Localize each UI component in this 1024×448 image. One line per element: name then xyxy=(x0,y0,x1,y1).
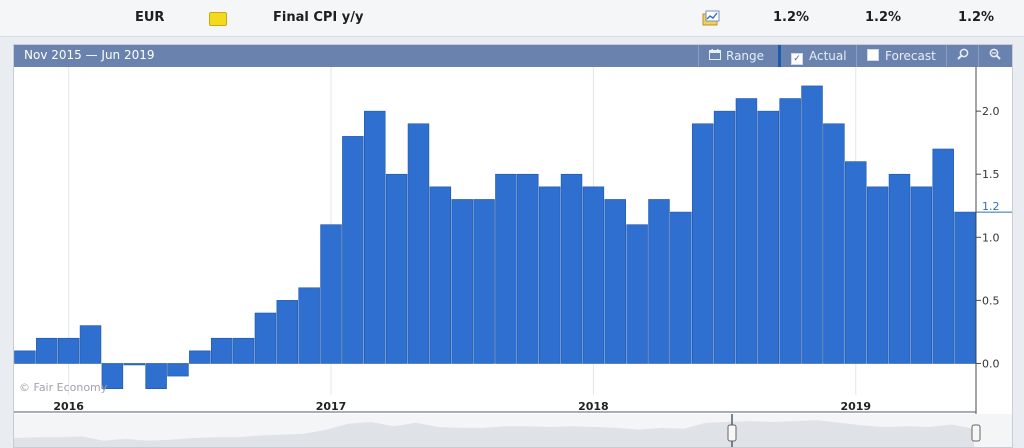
chart-bar[interactable] xyxy=(691,123,714,364)
chart-bar[interactable] xyxy=(648,199,670,364)
graph-icon[interactable] xyxy=(701,8,721,28)
chart-bar[interactable] xyxy=(276,300,299,364)
event-title[interactable]: Final CPI y/y xyxy=(273,10,364,25)
chart-bar[interactable] xyxy=(385,173,408,364)
chart-bar[interactable] xyxy=(320,224,342,364)
zoom-out-button[interactable] xyxy=(978,45,1012,67)
chart-bar[interactable] xyxy=(495,173,517,364)
chart-bar[interactable] xyxy=(954,211,976,364)
chart-bar[interactable] xyxy=(473,199,495,364)
navigator-right-handle[interactable] xyxy=(971,424,981,442)
chart-bar[interactable] xyxy=(735,98,758,364)
actual-toggle-label: Actual xyxy=(809,49,847,63)
chart-toolbar: Nov 2015 — Jun 2019 Range ✓ Actual Foreca… xyxy=(14,45,1012,67)
year-label: 2016 xyxy=(53,400,84,413)
chart-bar[interactable] xyxy=(167,363,189,377)
range-label: Range xyxy=(726,49,765,63)
chart-bar[interactable] xyxy=(888,173,911,364)
chart-bar[interactable] xyxy=(757,110,780,364)
year-label: 2017 xyxy=(316,400,347,413)
event-row: EUR Final CPI y/y 1.2% 1.2% 1.2% xyxy=(0,0,1024,37)
date-range-label: Nov 2015 — Jun 2019 xyxy=(24,48,155,62)
chart-bar[interactable] xyxy=(910,186,933,364)
chart-bar[interactable] xyxy=(779,98,801,364)
forecast-toggle-label: Forecast xyxy=(885,49,936,63)
chart-bar[interactable] xyxy=(254,312,277,364)
chart-bar[interactable] xyxy=(538,186,561,364)
chart-bar[interactable] xyxy=(582,186,605,364)
previous-value: 1.2% xyxy=(958,10,995,25)
chart-bar[interactable] xyxy=(232,337,255,364)
chart-bar[interactable] xyxy=(801,85,823,364)
chart-bar[interactable] xyxy=(342,136,364,364)
forecast-toggle[interactable]: Forecast xyxy=(856,45,946,67)
zoom-in-button[interactable] xyxy=(946,45,978,67)
actual-checkbox[interactable]: ✓ xyxy=(791,53,803,65)
chart-bar[interactable] xyxy=(364,110,386,364)
cpi-bar-chart: 0.0 0.5 1.0 1.5 2.0 1.2 © Fair Economy 2016 2017… xyxy=(14,67,1012,447)
chart-bar[interactable] xyxy=(517,173,539,364)
chart-bar[interactable] xyxy=(79,325,102,364)
forecast-value: 1.2% xyxy=(865,10,902,25)
zoom-in-icon xyxy=(957,48,969,60)
calendar-icon xyxy=(709,49,721,60)
chart-bar[interactable] xyxy=(451,199,473,364)
actual-value: 1.2% xyxy=(773,10,810,25)
chart-bar[interactable] xyxy=(189,350,211,364)
last-value-label: 1.2 xyxy=(982,200,1000,213)
chart-bar[interactable] xyxy=(123,363,145,366)
chart-bar[interactable] xyxy=(626,224,648,364)
forecast-checkbox[interactable] xyxy=(867,49,879,61)
chart-bar[interactable] xyxy=(145,363,167,389)
chart-bar[interactable] xyxy=(866,186,889,364)
chart-bar[interactable] xyxy=(407,123,430,364)
currency-label: EUR xyxy=(135,10,165,25)
chart-bar[interactable] xyxy=(845,161,867,364)
y-tick-label: 0.0 xyxy=(982,357,1000,370)
year-label: 2019 xyxy=(840,400,871,413)
y-tick-label: 1.5 xyxy=(982,168,1000,181)
chart-bar[interactable] xyxy=(823,123,845,364)
copyright-label: © Fair Economy xyxy=(19,381,108,394)
y-tick-label: 2.0 xyxy=(982,105,1000,118)
range-button[interactable]: Range xyxy=(698,45,778,67)
year-label: 2018 xyxy=(578,400,609,413)
chart-bar[interactable] xyxy=(210,337,233,364)
folder-icon[interactable] xyxy=(209,12,227,26)
y-tick-label: 1.0 xyxy=(982,231,1000,244)
chart-bar[interactable] xyxy=(670,211,692,364)
zoom-out-icon xyxy=(989,48,1001,60)
chart-bar[interactable] xyxy=(560,173,583,364)
chart-bar[interactable] xyxy=(101,363,124,389)
chart-bar[interactable] xyxy=(713,110,736,364)
chart-bar[interactable] xyxy=(932,148,954,364)
actual-toggle[interactable]: ✓ Actual xyxy=(778,45,856,67)
chart-bar[interactable] xyxy=(298,287,320,364)
chart-bar[interactable] xyxy=(429,186,452,364)
chart-bar[interactable] xyxy=(604,199,626,364)
navigator-left-handle[interactable] xyxy=(727,424,737,442)
chart-bar[interactable] xyxy=(57,337,80,364)
chart-panel: 0.0 0.5 1.0 1.5 2.0 1.2 © Fair Economy 2016 2017… xyxy=(13,44,1013,448)
chart-bar[interactable] xyxy=(36,337,58,364)
y-tick-label: 0.5 xyxy=(982,294,1000,307)
chart-bar[interactable] xyxy=(14,350,36,364)
